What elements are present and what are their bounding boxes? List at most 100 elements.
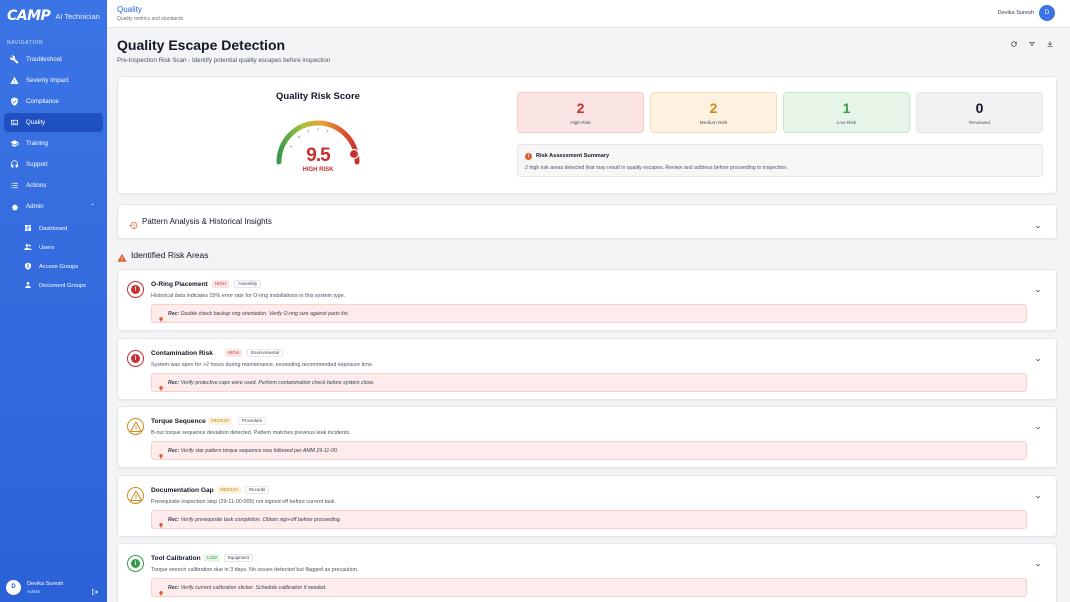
- refresh-icon[interactable]: [1009, 39, 1018, 48]
- nav-list: Troubleshoot Severity Impact Compliance …: [0, 50, 107, 216]
- list-checks-icon: [10, 181, 19, 190]
- risk-score-title: Quality Risk Score: [276, 91, 360, 102]
- sidebar-item-actions[interactable]: Actions: [4, 176, 103, 195]
- sidebar-item-label: Severity Impact: [26, 77, 69, 84]
- pattern-analysis-panel[interactable]: Pattern Analysis & Historical Insights: [117, 204, 1057, 239]
- filter-icon[interactable]: [1027, 39, 1036, 48]
- risk-card-o-ring-placement[interactable]: ! O-Ring Placement HIGH Assembly Histori…: [117, 269, 1057, 331]
- sidebar-item-label: Actions: [26, 182, 47, 189]
- sidebar: CAMP AI Technician NAVIGATION Troublesho…: [0, 0, 107, 602]
- sidebar-item-label: Training: [26, 140, 49, 147]
- sidebar-subitem-label: Dashboard: [39, 225, 68, 232]
- severity-badge: MEDIUM: [208, 417, 232, 425]
- dashboard-icon: [24, 224, 33, 233]
- lightbulb-icon: [158, 584, 164, 596]
- rec-label: Rec:: [168, 311, 180, 317]
- stat-high-risk[interactable]: 2 High Risk: [517, 92, 644, 133]
- sidebar-item-label: Support: [26, 161, 48, 168]
- history-icon: [129, 217, 138, 229]
- chevron-down-icon[interactable]: [1034, 351, 1042, 362]
- risk-description: Prerequisite inspection step (29-11-00-0…: [151, 499, 336, 505]
- stat-value: 2: [576, 100, 585, 116]
- user-footer: D Devika Suresh Admin: [0, 572, 107, 602]
- top-bar-avatar[interactable]: D: [1039, 5, 1055, 21]
- risk-description: System was open for >2 hours during main…: [151, 362, 374, 368]
- nav-heading: NAVIGATION: [7, 40, 44, 46]
- risk-card-torque-sequence[interactable]: Torque Sequence MEDIUM Procedure B-nut t…: [117, 406, 1057, 468]
- recommendation-box: Rec: Verify protective caps were used. P…: [151, 373, 1027, 392]
- download-icon[interactable]: [1045, 39, 1054, 48]
- section-title: Identified Risk Areas: [131, 250, 209, 260]
- page-subtitle: Pre-Inspection Risk Scan - Identify pote…: [117, 57, 331, 64]
- risk-score-value: 9.5: [306, 145, 330, 166]
- page-toolbar: [1009, 39, 1054, 48]
- sidebar-item-admin[interactable]: Admin ⌃: [4, 197, 103, 216]
- sidebar-subitem-document-groups[interactable]: Document Groups: [0, 276, 107, 295]
- chevron-down-icon[interactable]: [1034, 218, 1042, 229]
- stat-low-risk[interactable]: 1 Low Risk: [783, 92, 910, 133]
- high-risk-icon: !: [127, 281, 144, 298]
- admin-gear-icon: [10, 202, 19, 211]
- risk-card-tool-calibration[interactable]: i Tool Calibration LOW Equipment Torque …: [117, 543, 1057, 602]
- category-badge: Records: [245, 486, 270, 494]
- risk-card-contamination-risk[interactable]: ! Contamination Risk HIGH Environmental …: [117, 338, 1057, 400]
- stat-label: High Risk: [570, 121, 591, 126]
- sidebar-subitem-label: Document Groups: [39, 282, 87, 289]
- severity-badge: MEDIUM: [217, 486, 241, 494]
- risk-score-label: HIGH RISK: [302, 167, 334, 173]
- chevron-down-icon[interactable]: [1034, 488, 1042, 499]
- sidebar-item-severity-impact[interactable]: Severity Impact: [4, 71, 103, 90]
- user-role: Admin: [27, 588, 41, 594]
- warning-icon: [117, 250, 127, 262]
- chevron-up-icon[interactable]: ⌃: [89, 204, 95, 210]
- camp-logo: CAMP: [7, 8, 51, 24]
- sidebar-subitem-access-groups[interactable]: Access Groups: [0, 257, 107, 276]
- risk-description: Historical data indicates 15% error rate…: [151, 293, 346, 299]
- stat-reviewed[interactable]: 0 Reviewed: [916, 92, 1043, 133]
- sidebar-item-compliance[interactable]: Compliance: [4, 92, 103, 111]
- risk-score-gauge: [276, 120, 360, 165]
- graduation-cap-icon: [10, 139, 19, 148]
- summary-title: Risk Assessment Summary: [536, 153, 610, 159]
- category-badge: Assembly: [234, 280, 262, 288]
- rec-label: Rec:: [168, 585, 180, 591]
- summary-text: 2 high risk areas detected that may resu…: [525, 165, 788, 171]
- sidebar-item-training[interactable]: Training: [4, 134, 103, 153]
- sidebar-subitem-label: Access Groups: [39, 263, 79, 270]
- chevron-down-icon[interactable]: [1034, 282, 1042, 293]
- shield-check-icon: [10, 97, 19, 106]
- risk-title: Torque Sequence: [151, 418, 206, 425]
- access-groups-icon: [24, 262, 33, 271]
- brand[interactable]: CAMP AI Technician: [0, 0, 107, 26]
- stat-label: Medium Risk: [699, 121, 728, 126]
- sidebar-subitem-label: Users: [39, 244, 55, 251]
- stat-medium-risk[interactable]: 2 Medium Risk: [650, 92, 777, 133]
- risk-card-documentation-gap[interactable]: Documentation Gap MEDIUM Records Prerequ…: [117, 475, 1057, 537]
- sidebar-subitem-users[interactable]: Users: [0, 238, 107, 257]
- severity-badge: LOW: [204, 554, 221, 562]
- sidebar-item-quality[interactable]: Quality: [4, 113, 103, 132]
- rec-text: Verify current calibration sticker. Sche…: [180, 585, 327, 591]
- top-bar-title: Quality: [117, 5, 142, 14]
- risk-title: Documentation Gap: [151, 487, 214, 494]
- risk-title: O-Ring Placement: [151, 281, 208, 288]
- chevron-down-icon[interactable]: [1034, 556, 1042, 567]
- sidebar-item-support[interactable]: Support: [4, 155, 103, 174]
- category-badge: Environmental: [247, 349, 284, 357]
- app-name: AI Technician: [55, 11, 100, 21]
- identified-risk-areas-heading: Identified Risk Areas: [117, 250, 209, 262]
- rec-label: Rec:: [168, 448, 180, 454]
- stat-value: 2: [709, 100, 718, 116]
- top-bar: Quality Quality metrics and standards De…: [107, 0, 1070, 28]
- recommendation-box: Rec: Double check backup ring orientatio…: [151, 304, 1027, 323]
- avatar[interactable]: D: [6, 579, 21, 595]
- headset-icon: [10, 160, 19, 169]
- category-badge: Procedure: [238, 417, 267, 425]
- high-risk-icon: !: [127, 350, 144, 367]
- chevron-down-icon[interactable]: [1034, 419, 1042, 430]
- sidebar-item-troubleshoot[interactable]: Troubleshoot: [4, 50, 103, 69]
- rec-label: Rec:: [168, 517, 180, 523]
- logout-icon[interactable]: [91, 583, 99, 595]
- risk-score-card: Quality Risk Score 9.5: [117, 76, 1057, 194]
- sidebar-subitem-dashboard[interactable]: Dashboard: [0, 219, 107, 238]
